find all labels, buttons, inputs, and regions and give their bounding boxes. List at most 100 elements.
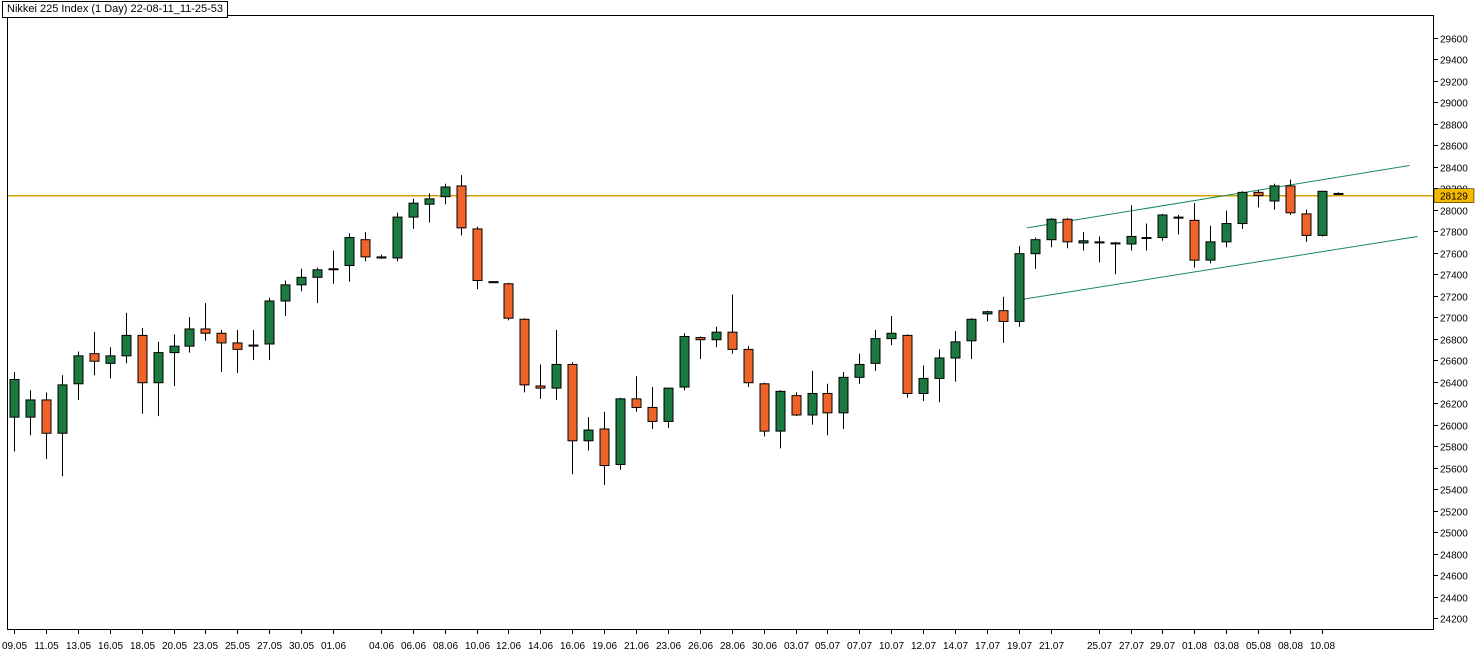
candle-body [200,328,211,334]
candle [1285,179,1296,215]
candle [1141,223,1152,251]
candle-body [1062,218,1073,243]
candle-body [950,341,961,359]
candle [599,411,610,485]
x-tick-label: 30.06 [752,641,777,652]
candle [360,232,371,262]
candle [727,294,738,354]
price-label-text: 28129 [1440,192,1468,203]
candle-body [153,352,164,384]
candle [886,316,897,346]
candle [1333,192,1344,195]
candle-body [886,332,897,340]
candle [1046,218,1057,248]
candle-body [759,383,770,432]
candle-body [1126,235,1137,245]
x-tick-label: 17.07 [975,641,1000,652]
x-tick-label: 19.06 [592,641,617,652]
candle-body [663,387,674,422]
candle-body [1269,185,1280,202]
candle-body [1221,223,1232,243]
x-tick-label: 10.07 [879,641,904,652]
candle-body [727,331,738,350]
candle-body [519,318,530,386]
y-tick-label: 29400 [1440,56,1468,67]
y-tick-label: 24400 [1440,594,1468,605]
candle [1014,246,1025,327]
candle [519,318,530,393]
x-tick-label: 19.07 [1007,641,1032,652]
x-tick-label: 26.06 [688,641,713,652]
price-label [1433,188,1475,203]
x-tick-label: 20.05 [162,641,187,652]
candle-body [647,406,658,422]
x-tick-label: 23.05 [193,641,218,652]
candle [1301,209,1312,242]
candle-body [248,344,259,347]
candle [743,346,754,388]
candle [472,226,483,290]
candle-body [41,399,52,434]
candle [41,392,52,460]
candle-body [344,237,355,267]
channel-lower-line [1018,235,1418,301]
candle-body [1046,218,1057,241]
x-tick-label: 03.08 [1214,641,1239,652]
y-tick-label: 28600 [1440,142,1468,153]
y-tick-label: 28800 [1440,121,1468,132]
candle-body [408,202,419,218]
candle [998,296,1009,343]
candle [1189,203,1200,268]
candle-body [488,281,499,284]
candle [822,383,833,436]
candle [647,387,658,429]
candle-body [376,256,387,259]
candle [89,332,100,376]
candle-body [232,342,243,350]
candle [25,390,36,436]
candle [264,297,275,361]
x-tick-label: 10.06 [465,641,490,652]
candle-body [1253,191,1264,197]
candle-body [184,328,195,347]
candle [982,310,993,322]
candle [583,417,594,451]
x-tick-label: 14.07 [943,641,968,652]
candle [200,303,211,341]
candle [934,349,945,403]
candle [137,327,148,414]
x-tick-label: 08.06 [433,641,458,652]
candle-body [216,332,227,344]
candle [424,193,435,223]
y-tick-label: 26000 [1440,422,1468,433]
candle-body [679,335,690,388]
candle [57,375,68,477]
candle-body [1078,240,1089,244]
candle [567,362,578,475]
candle [631,376,642,412]
candle [344,233,355,282]
candle [312,267,323,304]
candle-body [1237,191,1248,225]
x-tick-label: 27.05 [257,641,282,652]
x-tick-label: 16.05 [98,641,123,652]
x-tick-label: 01.08 [1182,641,1207,652]
candle [121,312,132,364]
y-tick-label: 29000 [1440,99,1468,110]
x-tick-label: 21.07 [1039,641,1064,652]
candle [1237,191,1248,229]
plot-area[interactable] [7,15,1434,630]
candle [1205,225,1216,264]
candle-body [1014,253,1025,322]
x-tick-label: 10.08 [1310,641,1335,652]
candle-body [312,269,323,278]
x-tick-label: 23.06 [656,641,681,652]
candle-body [25,399,36,418]
candle [184,317,195,353]
candle-body [535,385,546,389]
candle-body [1205,241,1216,261]
x-tick-label: 08.08 [1278,641,1303,652]
candle-body [121,334,132,357]
candle [488,281,499,284]
